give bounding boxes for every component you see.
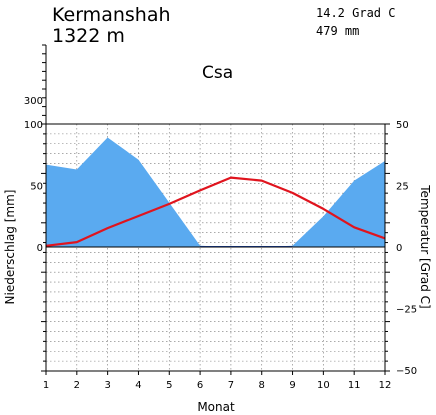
right-axis-label: Temperatur [Grad C] (418, 184, 432, 308)
climate-class: Csa (202, 63, 233, 83)
temperature-line (45, 176, 386, 247)
annual-precipitation: 479 mm (316, 24, 359, 38)
right-tick-label: 25 (396, 182, 409, 193)
x-tick-label: 6 (197, 380, 203, 391)
right-tick-label: −50 (396, 366, 417, 377)
x-axis-label: Monat (197, 400, 235, 414)
left-tick-label: 50 (30, 182, 43, 193)
station-elevation: 1322 m (52, 25, 125, 47)
right-tick-label: 0 (396, 243, 402, 254)
left-axis-label: Niederschlag [mm] (3, 190, 17, 305)
x-tick-label: 5 (166, 380, 172, 391)
left-tick-label: 300 (24, 96, 43, 107)
station-name: Kermanshah (52, 4, 171, 26)
x-tick-label: 10 (317, 380, 330, 391)
left-tick-label: 100 (24, 120, 43, 131)
x-tick-label: 9 (289, 380, 295, 391)
left-tick-label: 0 (37, 243, 43, 254)
x-tick-label: 4 (135, 380, 141, 391)
x-tick-label: 7 (228, 380, 234, 391)
x-tick-label: 8 (259, 380, 265, 391)
x-tick-label: 3 (104, 380, 110, 391)
x-tick-label: 2 (74, 380, 80, 391)
x-tick-label: 11 (348, 380, 361, 391)
x-tick-label: 12 (379, 380, 392, 391)
right-tick-label: 50 (396, 120, 409, 131)
right-tick-label: −25 (396, 305, 417, 316)
x-tick-label: 1 (43, 380, 49, 391)
axes (41, 44, 390, 375)
mean-temperature: 14.2 Grad C (316, 6, 395, 20)
